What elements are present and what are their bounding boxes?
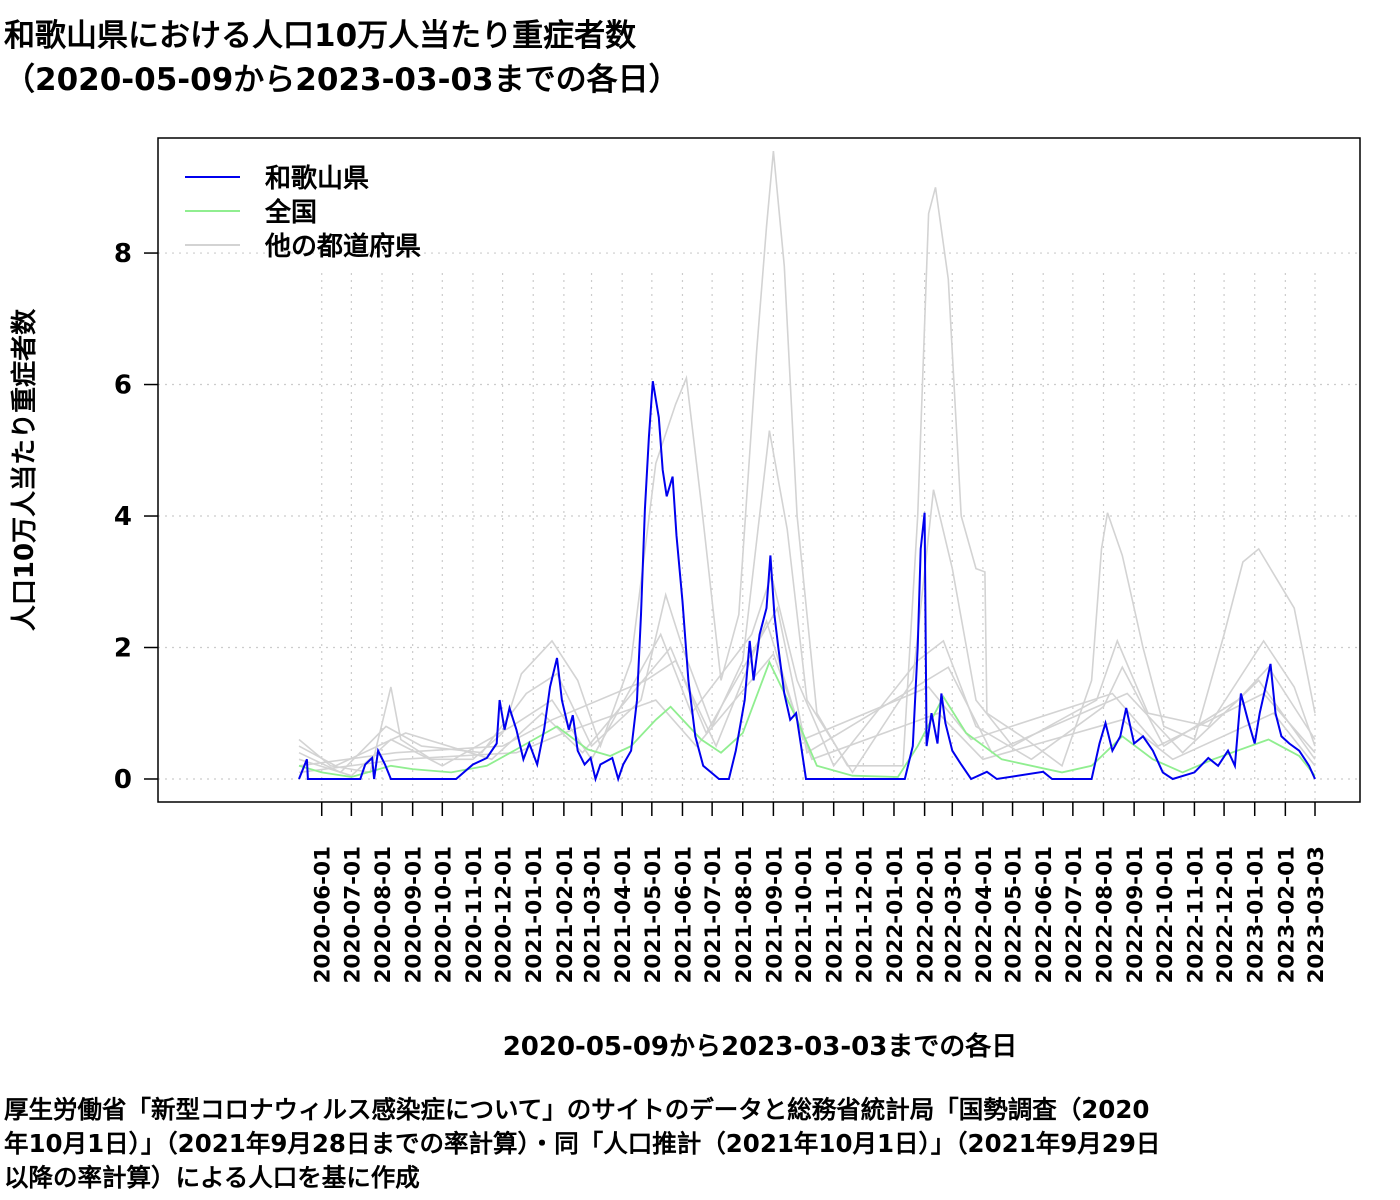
x-tick-label-20: 2022-02-01 [914,846,939,984]
legend-label-other: 他の都道府県 [264,231,421,262]
legend-label-national: 全国 [264,197,317,228]
other-prefectures-series [298,151,1316,777]
legend-label-wakayama: 和歌山県 [265,164,369,194]
x-tick-label-28: 2022-10-01 [1153,846,1178,984]
x-tick-label-13: 2021-07-01 [701,846,726,984]
x-tick-label-23: 2022-05-01 [1002,846,1027,984]
y-tick-label-2: 4 [114,502,132,532]
x-tick-label-6: 2020-12-01 [492,846,517,984]
x-tick-label-26: 2022-08-01 [1093,846,1118,984]
y-axis: 0 2 4 6 8 [114,239,158,795]
wakayama-series [298,381,1316,783]
x-tick-label-8: 2021-02-01 [553,846,578,984]
x-tick-label-30: 2022-12-01 [1213,846,1238,984]
wakayama-line [298,381,1316,783]
grid-lines [158,252,1360,802]
x-tick-label-31: 2023-01-01 [1244,846,1269,984]
x-tick-label-2: 2020-08-01 [371,846,396,984]
national-series [298,659,1316,778]
source-caption: 厚生労働省「新型コロナウィルス感染症について」のサイトのデータと総務省統計局「国… [4,1093,1396,1195]
x-tick-label-1: 2020-07-01 [340,846,365,984]
x-tick-label-33: 2023-03-03 [1304,846,1329,984]
x-tick-label-18: 2021-12-01 [852,846,877,984]
title-line-2: （2020-05-09から2023-03-03までの各日） [4,62,680,98]
x-tick-label-29: 2022-11-01 [1183,846,1208,984]
x-tick-label-27: 2022-09-01 [1123,846,1148,984]
x-tick-label-3: 2020-09-01 [402,846,427,984]
x-tick-label-17: 2021-11-01 [823,846,848,984]
x-axis: 2020-06-01 2020-07-01 2020-08-01 2020-09-01… [311,802,1329,984]
title-line-1: 和歌山県における人口10万人当たり重症者数 [4,18,637,54]
x-tick-label-16: 2021-10-01 [792,846,817,984]
x-tick-label-24: 2022-06-01 [1032,846,1057,984]
other-prefecture-line-2 [298,572,1316,777]
plot-frame [157,137,1361,803]
x-tick-label-9: 2021-03-01 [581,846,606,984]
x-tick-label-21: 2022-03-01 [941,846,966,984]
caption-line-3: 以降の率計算）による人口を基に作成 [4,1163,420,1192]
x-tick-label-14: 2021-08-01 [732,846,757,984]
x-tick-label-7: 2021-01-01 [522,846,547,984]
x-tick-label-5: 2020-11-01 [462,846,487,984]
y-axis-label: 人口10万人当たり重症者数 [9,308,40,631]
legend: 和歌山県 全国 他の都道府県 [185,164,421,262]
x-axis-label: 2020-05-09から2023-03-03までの各日 [502,1032,1018,1062]
x-tick-label-11: 2021-05-01 [641,846,666,984]
x-tick-label-22: 2022-04-01 [972,846,997,984]
caption-line-1: 厚生労働省「新型コロナウィルス感染症について」のサイトのデータと総務省統計局「国… [4,1095,1150,1124]
x-tick-label-32: 2023-02-01 [1274,846,1299,984]
x-tick-label-4: 2020-10-01 [431,846,456,984]
y-tick-label-4: 8 [114,239,132,269]
x-tick-label-25: 2022-07-01 [1062,846,1087,984]
other-prefecture-line-5 [298,605,1316,767]
x-tick-label-0: 2020-06-01 [311,846,336,984]
x-tick-label-15: 2021-09-01 [762,846,787,984]
other-prefecture-line-0 [298,151,1316,774]
x-tick-label-10: 2021-04-01 [611,846,636,984]
other-prefecture-line-4 [298,652,1316,774]
x-tick-label-12: 2021-06-01 [672,846,697,984]
x-tick-label-19: 2022-01-01 [883,846,908,984]
y-tick-label-3: 6 [114,371,132,401]
chart-title: 和歌山県における人口10万人当たり重症者数 （2020-05-09から2023-… [4,14,680,102]
national-line [298,659,1316,778]
y-tick-label-0: 0 [114,765,132,795]
caption-line-2: 年10月1日）」（2021年9月28日までの率計算）・同「人口推計（2021年1… [4,1129,1161,1158]
y-tick-label-1: 2 [114,634,132,664]
